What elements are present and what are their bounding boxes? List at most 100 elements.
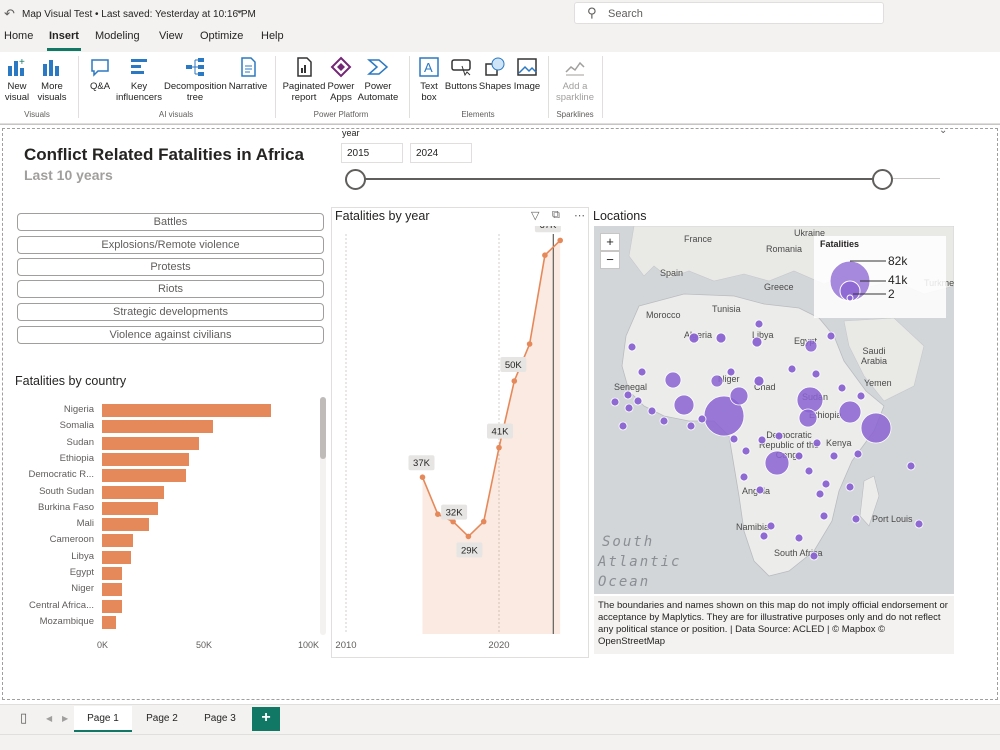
country-bar[interactable] bbox=[102, 404, 271, 417]
map-bubble[interactable] bbox=[623, 390, 633, 400]
decomposition-tree-button[interactable]: Decomposition tree bbox=[164, 56, 227, 103]
add-page-button[interactable]: + bbox=[252, 707, 280, 731]
map-bubble[interactable] bbox=[673, 394, 695, 416]
map-bubble[interactable] bbox=[686, 421, 696, 431]
map-bubble[interactable] bbox=[819, 511, 829, 521]
map-bubble[interactable] bbox=[851, 514, 861, 524]
filter-icon[interactable]: ▽ bbox=[531, 210, 540, 222]
shapes-button[interactable]: Shapes bbox=[478, 56, 512, 92]
map-bubble[interactable] bbox=[766, 521, 776, 531]
tab-page-3[interactable]: Page 3 bbox=[204, 713, 236, 724]
mobile-layout-icon[interactable]: ▯ bbox=[20, 710, 28, 725]
country-bar[interactable] bbox=[102, 420, 214, 434]
event-button-riots[interactable]: Riots bbox=[17, 280, 324, 298]
new-visual-button[interactable]: + New visual bbox=[4, 57, 30, 103]
map-bubble[interactable] bbox=[729, 434, 739, 444]
map-bubble[interactable] bbox=[726, 367, 736, 377]
map-bubble[interactable] bbox=[815, 489, 825, 499]
map-bubble[interactable] bbox=[829, 451, 839, 461]
menu-modeling[interactable]: Modeling bbox=[95, 30, 140, 42]
tab-page-2[interactable]: Page 2 bbox=[146, 713, 178, 724]
country-bar[interactable] bbox=[102, 599, 122, 613]
map-bubble[interactable] bbox=[837, 383, 847, 393]
power-apps-button[interactable]: Power Apps bbox=[326, 56, 356, 103]
map-bubble[interactable] bbox=[821, 479, 831, 489]
map-bubble[interactable] bbox=[624, 403, 634, 413]
qa-button[interactable]: Q&A bbox=[84, 56, 116, 92]
map-bubble[interactable] bbox=[764, 450, 790, 476]
map-bubble[interactable] bbox=[710, 374, 724, 388]
power-automate-button[interactable]: Power Automate bbox=[356, 56, 400, 103]
tab-page-1[interactable]: Page 1 bbox=[74, 706, 132, 732]
country-bar[interactable] bbox=[102, 485, 164, 499]
event-button-protests[interactable]: Protests bbox=[17, 258, 324, 276]
map-bubble[interactable] bbox=[659, 416, 669, 426]
map-bubble[interactable] bbox=[787, 364, 797, 374]
more-visuals-button[interactable]: More visuals bbox=[34, 56, 70, 103]
map-bubble[interactable] bbox=[812, 438, 822, 448]
slicer-end-input[interactable]: 2024 bbox=[410, 143, 472, 163]
map-bubble[interactable] bbox=[637, 367, 647, 377]
map-bubble[interactable] bbox=[647, 406, 657, 416]
event-button-strategic[interactable]: Strategic developments bbox=[17, 303, 324, 321]
menu-optimize[interactable]: Optimize bbox=[200, 30, 244, 42]
slicer-start-handle[interactable] bbox=[345, 169, 366, 190]
map-bubble[interactable] bbox=[688, 332, 700, 344]
focus-mode-icon[interactable]: ⧉ bbox=[552, 209, 560, 221]
buttons-button[interactable]: Buttons bbox=[444, 56, 478, 92]
map-bubble[interactable] bbox=[860, 412, 892, 444]
image-button[interactable]: Image bbox=[512, 56, 542, 92]
map-bubble[interactable] bbox=[774, 431, 784, 441]
zoom-in-button[interactable]: + bbox=[600, 233, 620, 251]
map-bubble[interactable] bbox=[853, 449, 863, 459]
country-bar[interactable] bbox=[102, 518, 150, 532]
menu-view[interactable]: View bbox=[159, 30, 183, 42]
map-bubble[interactable] bbox=[798, 408, 818, 428]
country-bar[interactable] bbox=[102, 615, 117, 629]
map-bubble[interactable] bbox=[755, 485, 765, 495]
map-bubble[interactable] bbox=[794, 533, 804, 543]
next-page-icon[interactable]: ▶ bbox=[62, 714, 69, 723]
map-bubble[interactable] bbox=[757, 435, 767, 445]
map-bubble[interactable] bbox=[610, 397, 620, 407]
country-bar[interactable] bbox=[102, 550, 131, 564]
map-bubble[interactable] bbox=[739, 472, 749, 482]
previous-page-icon[interactable]: ◀ bbox=[46, 714, 53, 723]
zoom-out-button[interactable]: − bbox=[600, 251, 620, 269]
menu-help[interactable]: Help bbox=[261, 30, 284, 42]
map-bubble[interactable] bbox=[914, 519, 924, 529]
add-sparkline-button[interactable]: Add a sparkline bbox=[553, 56, 597, 103]
menu-home[interactable]: Home bbox=[4, 30, 34, 42]
map-bubble[interactable] bbox=[856, 391, 866, 401]
map-bubble[interactable] bbox=[741, 446, 751, 456]
country-bar[interactable] bbox=[102, 583, 122, 597]
chart-scroll-thumb[interactable] bbox=[320, 397, 326, 459]
map-bubble[interactable] bbox=[804, 466, 814, 476]
map-bubble[interactable] bbox=[759, 531, 769, 541]
map-bubble[interactable] bbox=[804, 339, 818, 353]
search-box[interactable]: ⚲ Search bbox=[574, 2, 884, 24]
map-bubble[interactable] bbox=[809, 551, 819, 561]
map-bubble[interactable] bbox=[906, 461, 916, 471]
country-bar[interactable] bbox=[102, 534, 133, 548]
map-bubble[interactable] bbox=[633, 396, 643, 406]
map-bubble[interactable] bbox=[627, 342, 637, 352]
undo-icon[interactable]: ↶ bbox=[4, 6, 15, 21]
more-options-icon[interactable]: ⋯ bbox=[574, 210, 585, 222]
slicer-end-handle[interactable] bbox=[872, 169, 893, 190]
country-bar[interactable] bbox=[102, 452, 189, 466]
menu-insert[interactable]: Insert bbox=[49, 30, 79, 42]
text-box-button[interactable]: A Text box bbox=[414, 56, 444, 103]
map-bubble[interactable] bbox=[845, 482, 855, 492]
map-bubble[interactable] bbox=[753, 375, 765, 387]
map-bubble[interactable] bbox=[618, 421, 628, 431]
map-bubble[interactable] bbox=[811, 369, 821, 379]
country-bar[interactable] bbox=[102, 501, 158, 515]
map-bubble[interactable] bbox=[751, 336, 763, 348]
map-bubble[interactable] bbox=[826, 331, 836, 341]
map-bubble[interactable] bbox=[697, 414, 707, 424]
event-button-explosions[interactable]: Explosions/Remote violence bbox=[17, 236, 324, 254]
map-bubble[interactable] bbox=[794, 451, 804, 461]
slicer-start-input[interactable]: 2015 bbox=[341, 143, 403, 163]
paginated-report-button[interactable]: Paginated report bbox=[282, 56, 326, 103]
